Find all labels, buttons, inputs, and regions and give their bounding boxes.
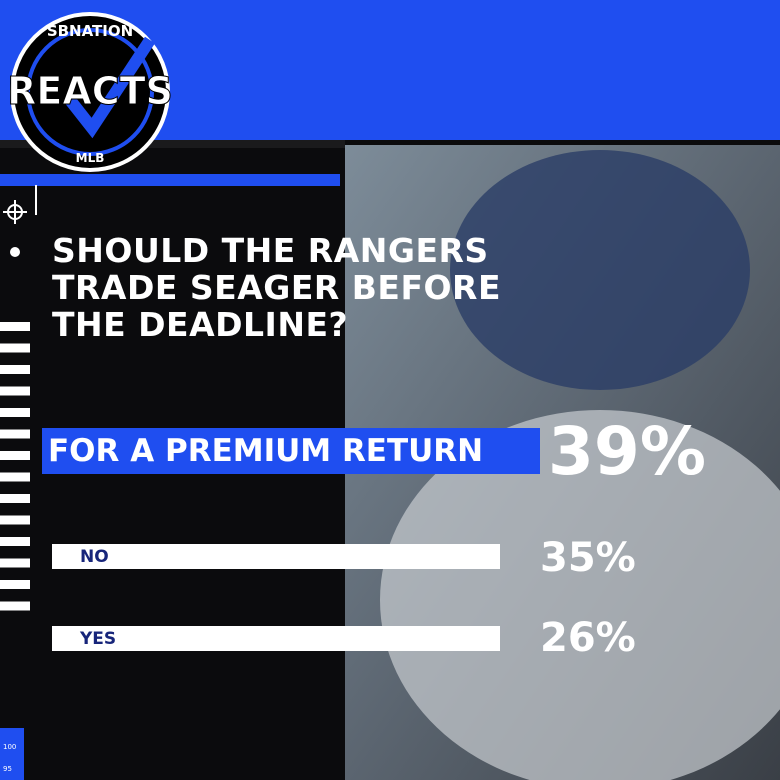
stripe [0,494,30,503]
stripe [0,343,30,353]
stripe [0,537,30,546]
option-percent: 39% [548,413,706,490]
stripe [0,601,30,611]
option-percent: 26% [540,615,636,661]
stripe [0,515,30,525]
divider [0,140,345,148]
logo-top: SBNATION [47,22,133,40]
scale-label: 95 [3,765,12,773]
side-stripes [0,322,30,611]
stripe [0,365,30,374]
stripe [0,322,30,331]
stripe [0,558,30,568]
jersey [380,410,780,780]
option-percent: 35% [540,535,636,581]
question-line: TRADE SEAGER BEFORE [52,268,502,307]
question: SHOULD THE RANGERS TRADE SEAGER BEFORE T… [52,232,501,343]
stripe [0,408,30,417]
option-bar [52,626,500,651]
helmet [450,150,750,390]
logo-bottom: MLB [76,151,105,165]
stripe [0,451,30,460]
option-label: FOR A PREMIUM RETURN [48,433,484,469]
stripe [0,580,30,589]
logo [10,12,170,172]
option-bar [52,544,500,569]
scale-block [0,728,24,780]
stripe [0,429,30,439]
stripe [0,386,30,396]
logo-main: REACTS [7,69,173,113]
option-label: NO [80,547,109,567]
question-line: SHOULD THE RANGERS [52,231,489,270]
option-label: YES [80,629,117,649]
scale-label: 100 [3,743,16,751]
accent-bar [0,174,340,186]
crosshair [3,185,37,257]
option-bar-highlight [42,428,540,474]
stripe [0,472,30,482]
question-line: THE DEADLINE? [52,305,349,344]
